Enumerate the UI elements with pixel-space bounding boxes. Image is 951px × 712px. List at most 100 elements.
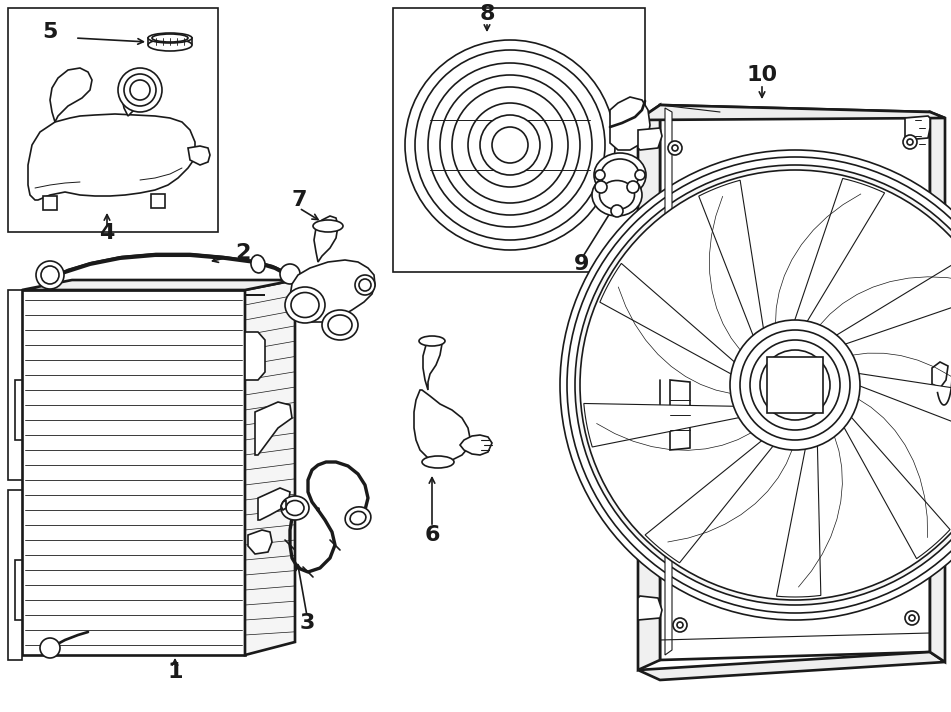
Circle shape xyxy=(909,615,915,621)
Polygon shape xyxy=(781,179,884,361)
Text: 7: 7 xyxy=(291,190,307,210)
Circle shape xyxy=(124,74,156,106)
Polygon shape xyxy=(600,263,768,394)
Polygon shape xyxy=(423,338,442,390)
Circle shape xyxy=(905,611,919,625)
Text: 4: 4 xyxy=(99,223,115,243)
Polygon shape xyxy=(460,435,492,455)
Ellipse shape xyxy=(601,159,639,191)
Circle shape xyxy=(36,261,64,289)
Ellipse shape xyxy=(148,39,192,51)
Ellipse shape xyxy=(594,153,646,197)
Polygon shape xyxy=(660,105,930,660)
Circle shape xyxy=(677,622,683,628)
Circle shape xyxy=(567,157,951,613)
Circle shape xyxy=(773,363,817,407)
Circle shape xyxy=(130,80,150,100)
Polygon shape xyxy=(50,68,92,122)
Circle shape xyxy=(907,139,913,145)
Polygon shape xyxy=(699,180,770,375)
Ellipse shape xyxy=(313,220,343,232)
Polygon shape xyxy=(584,404,781,447)
Circle shape xyxy=(492,127,528,163)
Text: 9: 9 xyxy=(574,254,590,274)
Polygon shape xyxy=(151,194,165,208)
Polygon shape xyxy=(245,295,265,380)
Polygon shape xyxy=(28,114,195,200)
Circle shape xyxy=(740,330,850,440)
Circle shape xyxy=(41,266,59,284)
Bar xyxy=(393,8,645,272)
Ellipse shape xyxy=(328,315,352,335)
Polygon shape xyxy=(43,196,57,210)
Circle shape xyxy=(415,50,605,240)
Polygon shape xyxy=(188,146,210,165)
Circle shape xyxy=(668,141,682,155)
Polygon shape xyxy=(290,260,375,322)
Polygon shape xyxy=(610,97,650,150)
Polygon shape xyxy=(8,290,22,480)
Polygon shape xyxy=(638,652,945,680)
Circle shape xyxy=(788,378,802,392)
Polygon shape xyxy=(22,280,295,290)
Circle shape xyxy=(359,279,371,291)
Polygon shape xyxy=(314,216,338,262)
Circle shape xyxy=(750,340,840,430)
Circle shape xyxy=(760,350,830,420)
Polygon shape xyxy=(905,116,930,140)
Polygon shape xyxy=(932,362,948,388)
Polygon shape xyxy=(258,488,290,520)
Circle shape xyxy=(781,371,809,399)
Circle shape xyxy=(560,150,951,620)
Polygon shape xyxy=(638,105,945,120)
Circle shape xyxy=(480,115,540,175)
Circle shape xyxy=(635,170,645,180)
Ellipse shape xyxy=(592,174,642,216)
Polygon shape xyxy=(638,596,662,620)
Circle shape xyxy=(575,165,951,605)
Polygon shape xyxy=(823,385,950,559)
Polygon shape xyxy=(414,390,470,462)
Circle shape xyxy=(627,181,639,193)
Text: 1: 1 xyxy=(167,662,183,682)
Polygon shape xyxy=(645,412,800,562)
Circle shape xyxy=(452,87,568,203)
Polygon shape xyxy=(281,500,286,510)
Polygon shape xyxy=(8,490,22,660)
Ellipse shape xyxy=(422,456,454,468)
Ellipse shape xyxy=(419,336,445,346)
Circle shape xyxy=(730,320,860,450)
Ellipse shape xyxy=(286,501,304,515)
Polygon shape xyxy=(248,530,272,554)
Polygon shape xyxy=(665,108,672,655)
Circle shape xyxy=(580,170,951,600)
Text: 8: 8 xyxy=(479,4,495,24)
Ellipse shape xyxy=(281,496,309,520)
Text: 6: 6 xyxy=(424,525,439,545)
Circle shape xyxy=(440,75,580,215)
Polygon shape xyxy=(777,403,821,597)
Ellipse shape xyxy=(291,293,319,318)
Circle shape xyxy=(280,264,300,284)
Text: 5: 5 xyxy=(42,22,58,42)
Circle shape xyxy=(611,205,623,217)
Circle shape xyxy=(672,145,678,151)
Circle shape xyxy=(903,135,917,149)
Circle shape xyxy=(595,170,605,180)
Polygon shape xyxy=(670,380,690,450)
Ellipse shape xyxy=(251,255,265,273)
Circle shape xyxy=(118,68,162,112)
Circle shape xyxy=(355,275,375,295)
Bar xyxy=(8,8,218,232)
Polygon shape xyxy=(930,112,945,662)
Ellipse shape xyxy=(599,181,634,209)
Polygon shape xyxy=(255,402,292,455)
Polygon shape xyxy=(638,105,660,670)
Polygon shape xyxy=(800,258,951,358)
Ellipse shape xyxy=(345,507,371,529)
Circle shape xyxy=(673,618,687,632)
Ellipse shape xyxy=(322,310,358,340)
Text: 3: 3 xyxy=(300,613,315,633)
Bar xyxy=(767,357,823,413)
Circle shape xyxy=(595,181,607,193)
